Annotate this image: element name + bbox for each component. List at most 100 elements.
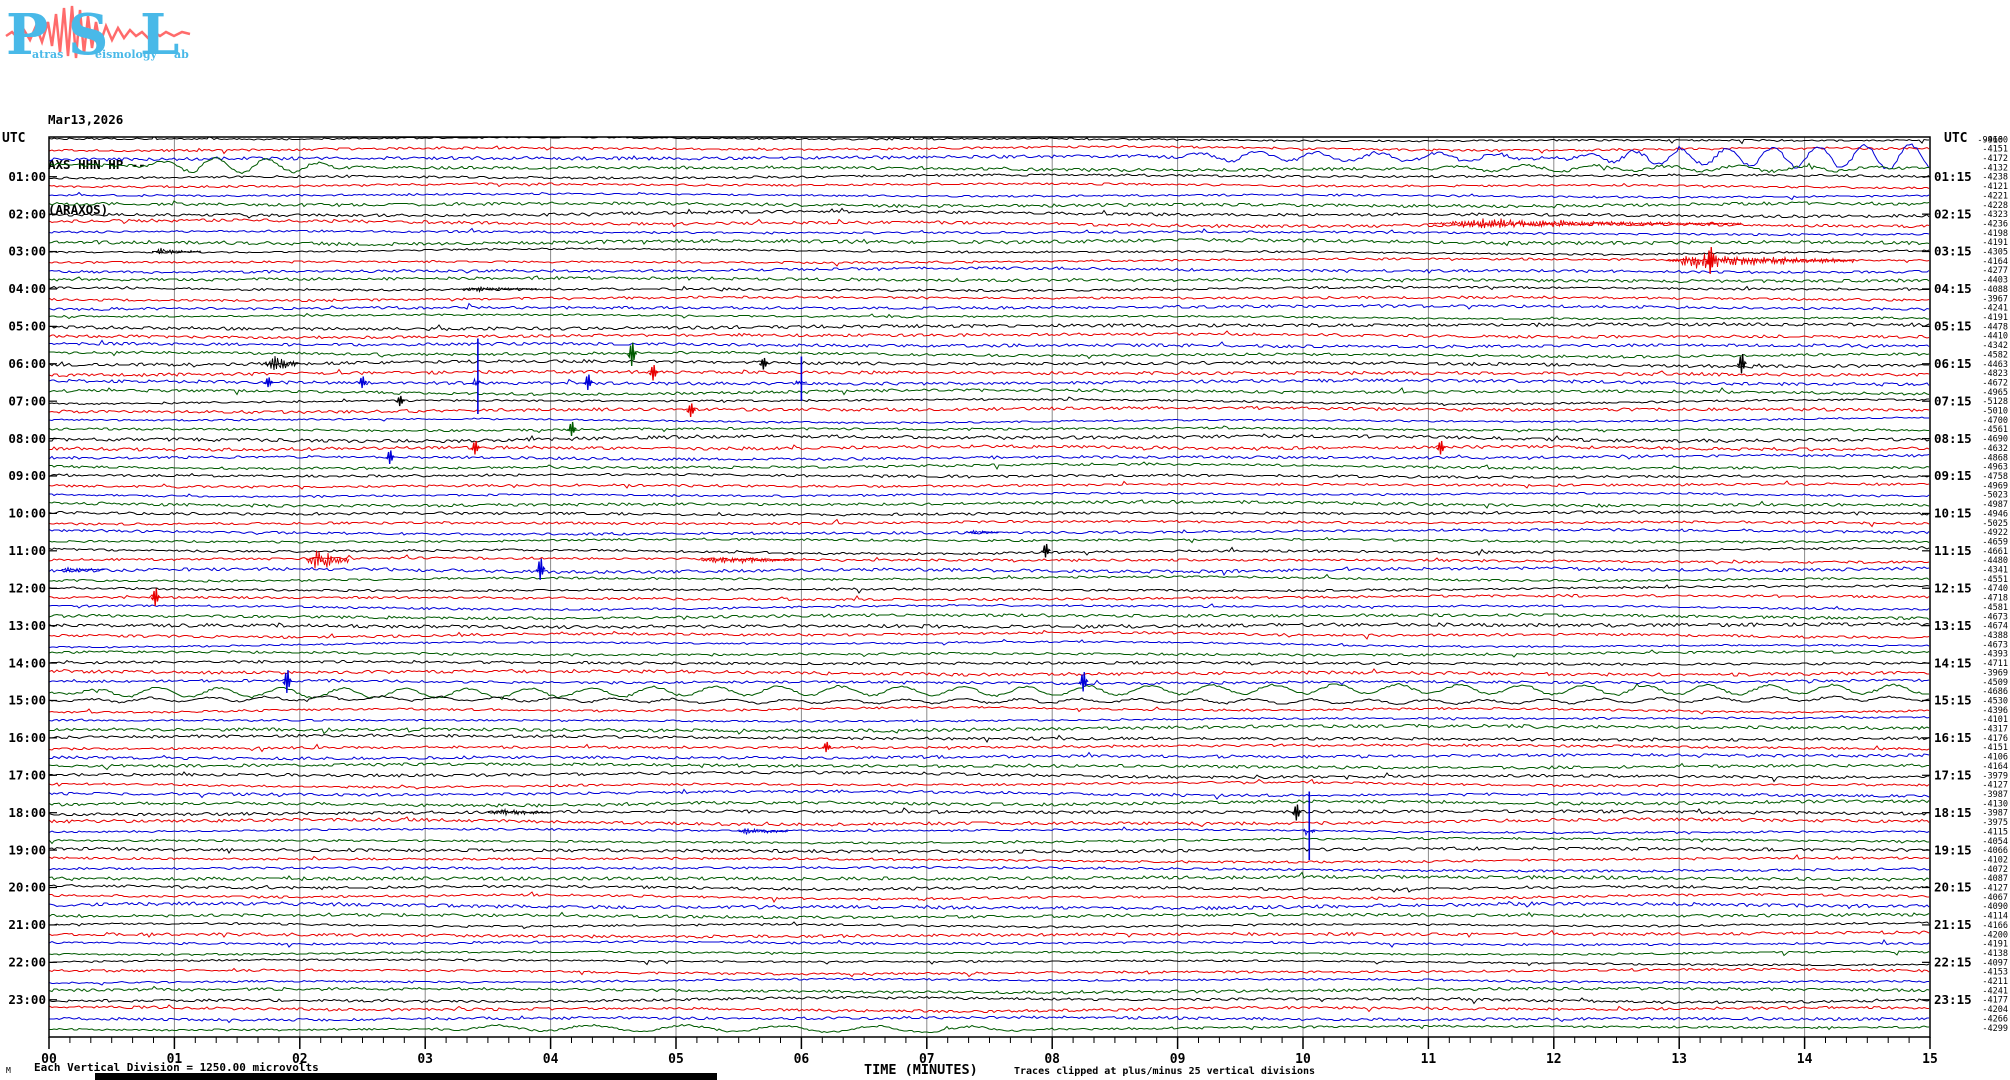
bias-value: -4388 — [1982, 631, 2008, 641]
right-time-label: 12:15 — [1934, 580, 1972, 595]
trace-row — [49, 816, 1930, 828]
minute-label: 02 — [292, 1052, 308, 1067]
trace-row — [49, 182, 1930, 190]
bias-value: -4177 — [1982, 996, 2008, 1006]
bias-value-column: -4160-4151-4172-4132-4238-4121-4221-4228… — [1977, 135, 2008, 1034]
event-spike — [758, 357, 769, 370]
trace-row — [49, 799, 1930, 808]
event-burst — [1666, 253, 1855, 269]
left-time-label: 05:00 — [8, 319, 46, 334]
bias-value: -4661 — [1982, 547, 2008, 557]
logo-word-atras: atras — [32, 48, 63, 61]
bias-value: -4969 — [1982, 481, 2008, 491]
trace-row — [49, 891, 1929, 903]
trace-row — [49, 312, 1929, 321]
time-axis: 00 01 02 03 04 05 06 07 08 09 10 11 12 13 14 15 — [41, 1037, 1938, 1067]
left-time-label: 21:00 — [8, 917, 46, 932]
logo-word-eismology: eismology — [95, 48, 158, 61]
bias-value: -4106 — [1982, 753, 2008, 763]
seismic-squiggle-icon — [5, 5, 191, 59]
left-time-label: 03:00 — [8, 244, 46, 259]
trace-row — [49, 770, 1929, 783]
trace-row — [49, 977, 1929, 986]
trace-row — [49, 453, 1930, 462]
bias-value: -3969 — [1982, 668, 2008, 678]
trace-row — [49, 207, 1930, 219]
left-time-label: 14:00 — [8, 655, 46, 670]
left-time-label: 10:00 — [8, 506, 46, 521]
bias-value: -4241 — [1982, 304, 2008, 314]
trace-row — [49, 509, 1930, 517]
event-spike — [263, 377, 274, 388]
bias-value: -4191 — [1982, 238, 2008, 248]
trace-row — [49, 638, 1930, 649]
minute-label: 07 — [919, 1052, 935, 1067]
scale-note: Each Vertical Division = 1250.00 microvo… — [34, 1061, 319, 1074]
trace-row — [49, 629, 1930, 640]
trace-row — [49, 854, 1930, 864]
bias-value: -4160 — [1982, 135, 2008, 145]
trace-row — [49, 491, 1930, 499]
bias-value: -4963 — [1982, 463, 2008, 473]
trace-row — [49, 921, 1930, 930]
minute-label: 06 — [794, 1052, 810, 1067]
bias-value: -4342 — [1982, 341, 2008, 351]
bias-value: -4172 — [1982, 154, 2008, 164]
left-time-label: 11:00 — [8, 543, 46, 558]
trace-row — [49, 173, 1930, 180]
bias-value: -4478 — [1982, 322, 2008, 332]
bias-value: -4127 — [1982, 884, 2008, 894]
minute-label: 12 — [1546, 1052, 1562, 1067]
event-spike — [627, 342, 638, 367]
bias-value: -4690 — [1982, 435, 2008, 445]
left-time-label: 16:00 — [8, 730, 46, 745]
trace-row — [49, 603, 1930, 612]
trace-row — [49, 378, 1930, 387]
bias-value: -4659 — [1982, 537, 2008, 547]
bias-value: -4088 — [1982, 285, 2008, 295]
right-time-label: 16:15 — [1934, 730, 1972, 745]
minute-label: 04 — [543, 1052, 559, 1067]
bias-value: -4266 — [1982, 1014, 2008, 1024]
psl-logo: P S L atras eismology ab — [5, 2, 191, 66]
bias-value: -4758 — [1982, 472, 2008, 482]
right-time-label: 23:15 — [1934, 992, 1972, 1007]
bias-value: -4581 — [1982, 603, 2008, 613]
trace-row — [49, 257, 1930, 267]
minute-label: 09 — [1170, 1052, 1186, 1067]
left-time-label: 20:00 — [8, 880, 46, 895]
event-spike — [282, 669, 293, 694]
bias-value: -4090 — [1982, 902, 2008, 912]
trace-row — [49, 714, 1930, 723]
bias-value: -4673 — [1982, 612, 2008, 622]
minute-label: 08 — [1044, 1052, 1060, 1067]
trace-row — [49, 339, 1930, 349]
trace-row — [49, 266, 1930, 275]
bias-value: -4130 — [1982, 799, 2008, 809]
bias-value: -4087 — [1982, 874, 2008, 884]
right-time-label: 21:15 — [1934, 917, 1972, 932]
x-axis-title: TIME (MINUTES) — [864, 1062, 978, 1078]
trace-row — [49, 649, 1930, 658]
bias-value: -4673 — [1982, 640, 2008, 650]
bias-value: -4127 — [1982, 781, 2008, 791]
event-spike — [395, 395, 406, 407]
trace-row — [49, 566, 1930, 577]
trace-row — [49, 985, 1930, 995]
trace-row — [49, 659, 1930, 667]
left-time-label: 06:00 — [8, 356, 46, 371]
bias-value: -4072 — [1982, 865, 2008, 875]
trace-row — [49, 967, 1930, 978]
trace-row — [49, 275, 1930, 284]
bias-value: -4204 — [1982, 1005, 2008, 1015]
clip-note: Traces clipped at plus/minus 25 vertical… — [1014, 1066, 1316, 1077]
trace-row — [49, 554, 1930, 565]
trace-row — [49, 939, 1930, 948]
trace-row — [49, 836, 1929, 845]
left-time-label: 12:00 — [8, 580, 46, 595]
bias-value: -4097 — [1982, 958, 2008, 968]
trace-row — [49, 1023, 1929, 1034]
trace-row — [49, 613, 1930, 621]
bias-value: -4561 — [1982, 425, 2008, 435]
